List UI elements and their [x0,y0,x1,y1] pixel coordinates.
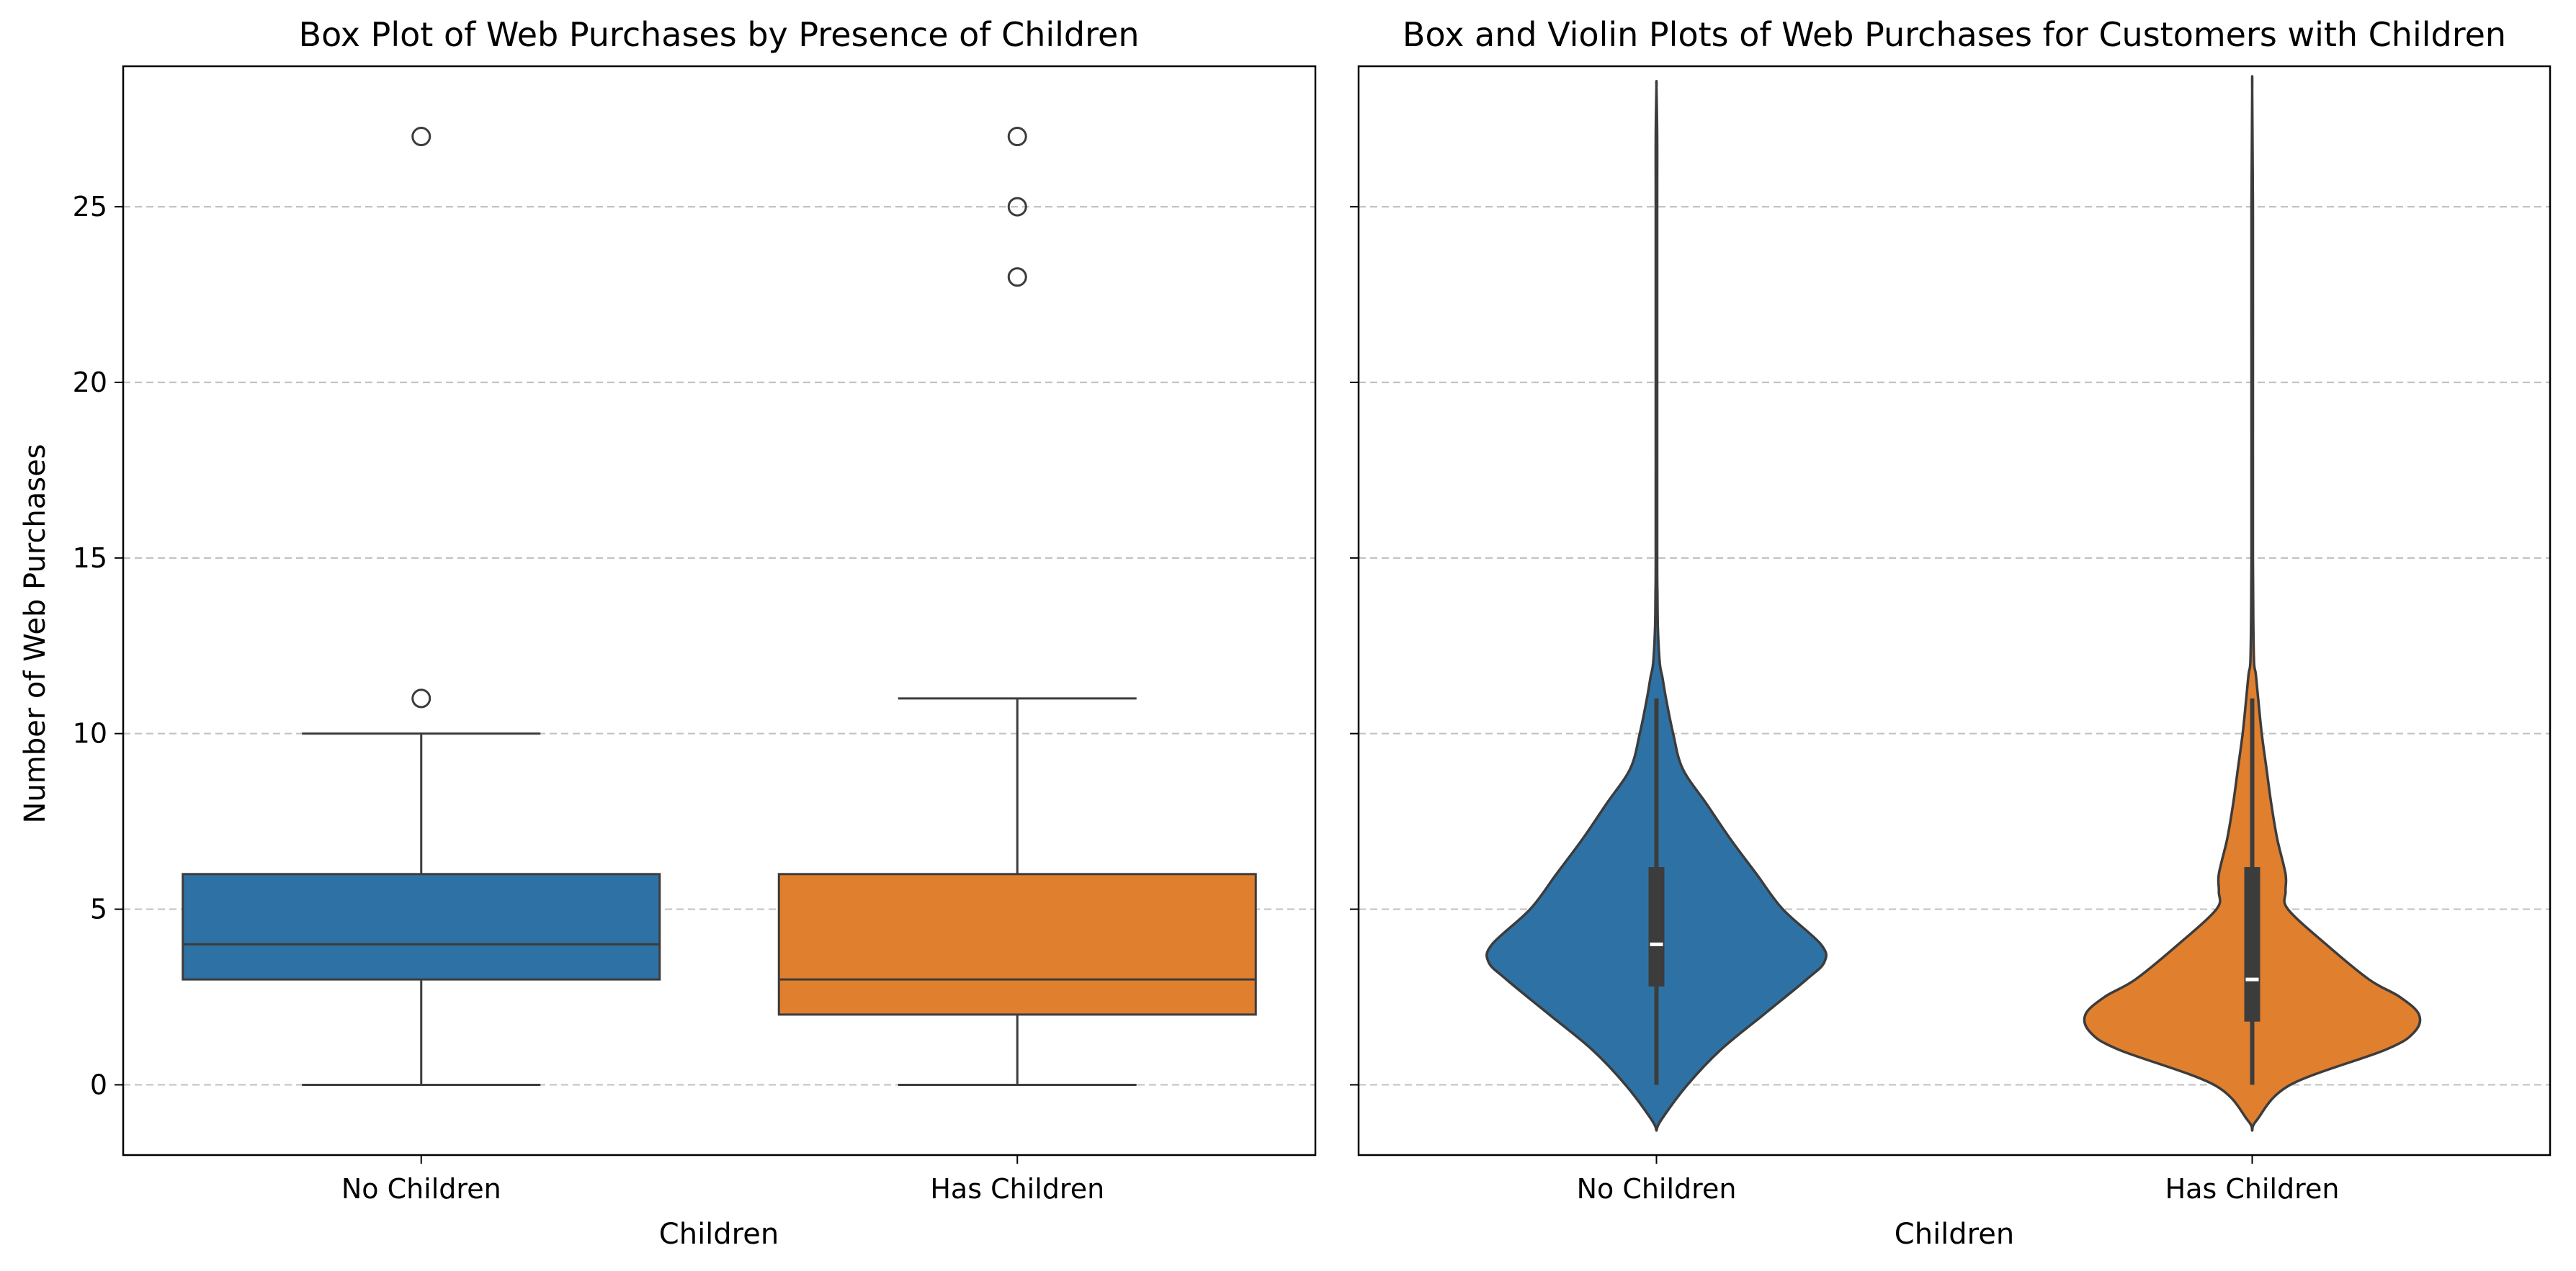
outlier-point [1007,267,1027,287]
violin-body [1485,79,1828,1132]
y-tick-label: 10 [73,718,107,750]
y-tick-label: 5 [90,894,107,925]
violin-plot-x-axis-label: Children [1895,1218,2014,1251]
y-tick-label: 15 [73,542,107,574]
box [182,873,661,981]
y-tick-label: 20 [73,367,107,398]
box-plot-x-axis-label: Children [659,1218,779,1251]
inner-box [2244,867,2260,1022]
violin-plot-title: Box and Violin Plots of Web Purchases fo… [1403,15,2506,54]
axes-frame [1357,65,2552,1157]
box [777,873,1257,1016]
outlier-point [1007,197,1027,217]
violin-plot-panel: Box and Violin Plots of Web Purchases fo… [1350,15,2552,1251]
box-plot-title: Box Plot of Web Purchases by Presence of… [299,15,1140,54]
violin-body [2083,75,2422,1132]
x-tick-label: Has Children [2165,1173,2340,1205]
axes-frame [122,65,1317,1157]
outlier-point [1007,127,1027,147]
y-tick-label: 0 [90,1069,107,1100]
box-plot-panel: Box Plot of Web Purchases by Presence of… [19,15,1317,1251]
x-tick-label: No Children [341,1173,501,1205]
outlier-point [411,127,431,147]
x-tick-label: No Children [1577,1173,1737,1205]
x-tick-label: Has Children [930,1173,1104,1205]
y-tick-label: 25 [73,191,107,223]
outlier-point [411,688,431,709]
y-axis-label: Number of Web Purchases [19,444,52,823]
inner-box [1648,867,1665,987]
